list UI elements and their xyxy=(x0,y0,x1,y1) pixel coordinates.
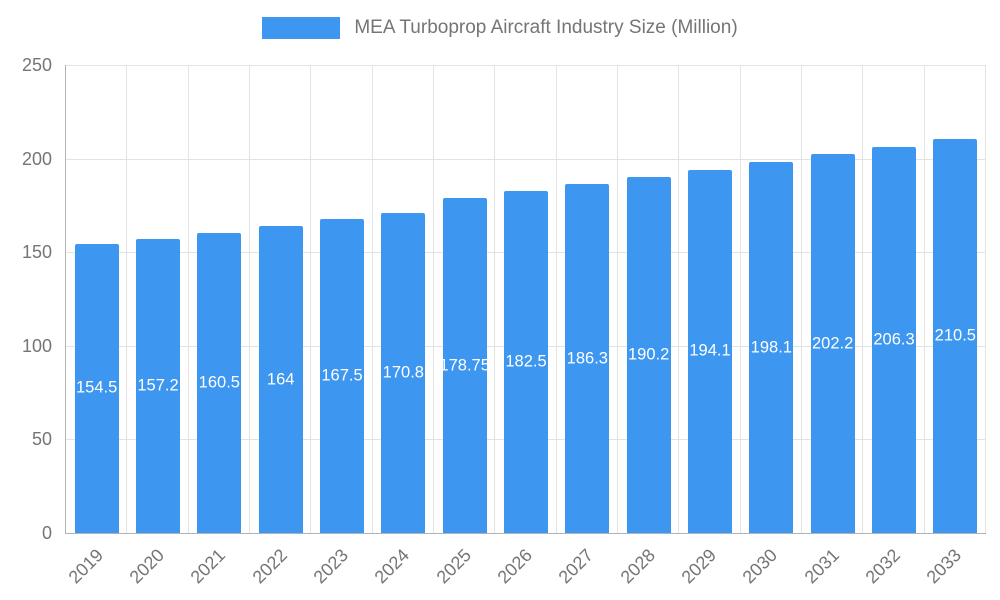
gridline-vertical xyxy=(555,65,557,533)
x-axis-tick-label: 2019 xyxy=(64,544,107,588)
bar-2030[interactable]: 198.1 xyxy=(749,162,794,533)
legend-label: MEA Turboprop Aircraft Industry Size (Mi… xyxy=(354,17,738,38)
bar-2028[interactable]: 190.2 xyxy=(626,176,671,533)
bar-2025[interactable]: 178.75 xyxy=(442,198,487,533)
bar-value-label: 160.5 xyxy=(198,373,240,392)
gridline-vertical xyxy=(985,65,986,533)
y-axis-tick-label: 100 xyxy=(21,335,52,356)
bar-2024[interactable]: 170.8 xyxy=(381,213,426,533)
gridline-vertical xyxy=(187,65,189,533)
bar-value-label: 194.1 xyxy=(689,341,731,360)
gridline-vertical xyxy=(801,65,802,533)
bar-value-label: 164 xyxy=(266,370,295,388)
bar-2021[interactable]: 160.5 xyxy=(197,232,242,533)
bar-value-label: 210.5 xyxy=(934,326,976,345)
x-axis-tick-label: 2021 xyxy=(186,544,230,588)
gridline-vertical xyxy=(433,65,434,533)
bar-value-label: 206.3 xyxy=(873,330,915,349)
x-axis-tick-label: 2031 xyxy=(800,544,843,588)
x-axis-tick-label: 2026 xyxy=(493,544,537,588)
gridline-vertical xyxy=(310,65,312,533)
bar-2020[interactable]: 157.2 xyxy=(136,238,180,533)
gridline-vertical xyxy=(494,65,496,533)
bar-2033[interactable]: 210.5 xyxy=(933,138,978,533)
x-axis-tick-label: 2025 xyxy=(432,544,475,588)
bar-2031[interactable]: 202.2 xyxy=(810,154,855,533)
bar-value-label: 170.8 xyxy=(382,363,424,382)
x-axis-tick-label: 2022 xyxy=(248,544,291,588)
bar-2032[interactable]: 206.3 xyxy=(872,146,916,533)
gridline-vertical xyxy=(862,65,864,533)
x-axis-tick-label: 2032 xyxy=(861,544,905,588)
bar-value-label: 202.2 xyxy=(812,334,854,353)
x-axis-tick-label: 2029 xyxy=(677,544,721,588)
bar-value-label: 157.2 xyxy=(137,376,179,395)
bar-value-label: 178.75 xyxy=(442,356,487,375)
gridline-vertical xyxy=(126,65,128,533)
bar-value-label: 182.5 xyxy=(505,352,547,371)
y-axis-tick-label: 150 xyxy=(21,242,52,263)
y-axis-tick-label: 0 xyxy=(41,523,52,543)
legend-swatch xyxy=(262,17,341,39)
bar-2022[interactable]: 164 xyxy=(258,226,303,533)
bar-2019[interactable]: 154.5 xyxy=(74,243,119,533)
gridline-vertical xyxy=(249,65,250,533)
y-axis-tick-label: 250 xyxy=(21,55,52,75)
x-axis-tick-label: 2030 xyxy=(738,544,782,588)
bar-value-label: 190.2 xyxy=(628,345,670,364)
gridline-horizontal xyxy=(66,158,986,160)
gridline-vertical xyxy=(739,65,741,533)
y-axis-tick-label: 50 xyxy=(31,429,52,450)
x-axis-tick-label: 2027 xyxy=(554,544,598,588)
bar-value-label: 186.3 xyxy=(566,349,608,368)
bar-value-label: 167.5 xyxy=(321,366,363,385)
x-axis-tick-label: 2024 xyxy=(370,544,414,588)
gridline-vertical xyxy=(923,65,925,533)
bar-value-label: 154.5 xyxy=(76,378,118,397)
gridline-vertical xyxy=(678,65,680,533)
bar-2023[interactable]: 167.5 xyxy=(320,219,364,533)
legend[interactable]: MEA Turboprop Aircraft Industry Size (Mi… xyxy=(0,17,1000,39)
x-axis-tick-label: 2020 xyxy=(125,544,169,588)
bar-2026[interactable]: 182.5 xyxy=(504,191,548,533)
bar-value-label: 198.1 xyxy=(750,338,792,357)
gridline-vertical xyxy=(617,65,618,533)
bar-2029[interactable]: 194.1 xyxy=(688,169,732,533)
y-axis-tick-label: 200 xyxy=(21,148,52,169)
gridline-horizontal xyxy=(66,65,986,66)
x-axis-tick-label: 2033 xyxy=(922,544,966,588)
x-axis-tick-label: 2028 xyxy=(616,544,659,588)
gridline-vertical xyxy=(371,65,373,533)
x-axis-tick-label: 2023 xyxy=(309,544,353,588)
plot-area: 154.5 157.2 160.5 164 167.5 170.8 178.75 182.5 1… xyxy=(65,65,986,534)
bar-2027[interactable]: 186.3 xyxy=(565,184,610,533)
